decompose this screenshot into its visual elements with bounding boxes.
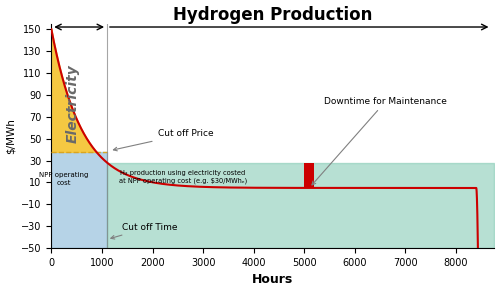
Text: NPP operating
cost: NPP operating cost	[39, 173, 88, 186]
X-axis label: Hours: Hours	[252, 273, 294, 286]
Text: Downtime for Maintenance: Downtime for Maintenance	[312, 97, 448, 185]
Text: Negative Price
Electricity: Negative Price Electricity	[0, 291, 1, 292]
Title: Hydrogen Production: Hydrogen Production	[173, 6, 372, 24]
Bar	[304, 163, 314, 188]
Text: Electricity: Electricity	[66, 64, 80, 143]
Y-axis label: $/MWh: $/MWh	[6, 118, 16, 154]
Text: Cut off Price: Cut off Price	[114, 129, 213, 151]
Text: Cut off Time: Cut off Time	[111, 223, 178, 239]
Text: H₂ production using electricity costed
at NPP operating cost (e.g. $30/MWhₑ): H₂ production using electricity costed a…	[118, 170, 247, 184]
